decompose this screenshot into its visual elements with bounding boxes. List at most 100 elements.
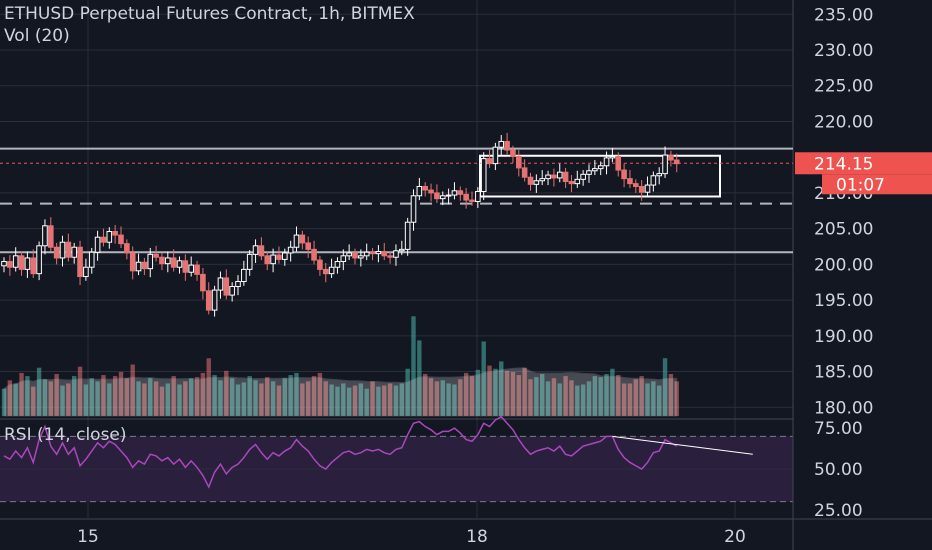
- volume-bar: [118, 371, 124, 416]
- volume-bar: [142, 383, 147, 416]
- candle-body: [282, 252, 288, 260]
- candle-body: [88, 251, 95, 268]
- candle-body: [24, 257, 31, 270]
- volume-bar: [358, 383, 364, 416]
- volume-bar: [218, 380, 223, 416]
- volume-bar: [446, 383, 451, 416]
- volume-bar: [36, 367, 42, 416]
- candle-body: [36, 245, 42, 275]
- candle-body: [592, 168, 598, 172]
- candle-body: [521, 167, 528, 178]
- candle-body: [656, 173, 663, 177]
- countdown-badge: [822, 174, 932, 195]
- candle-body: [346, 252, 352, 257]
- candle-body: [18, 255, 25, 270]
- volume-bar: [575, 385, 580, 416]
- candle-body: [106, 231, 113, 243]
- volume-bar: [428, 378, 434, 416]
- candle-body: [299, 234, 306, 244]
- candle-body: [633, 183, 639, 187]
- volume-bar: [668, 374, 674, 416]
- volume-bar: [563, 376, 568, 416]
- candle-body: [165, 257, 171, 265]
- volume-bar: [276, 385, 282, 416]
- candle-body: [305, 242, 311, 250]
- candle-body: [516, 155, 522, 169]
- last-price-badge: [795, 152, 932, 175]
- price-tick-label: 200.00: [814, 255, 873, 275]
- volume-bar: [651, 381, 656, 416]
- volume-bar: [124, 378, 130, 416]
- candle-body: [603, 157, 610, 167]
- volume-bar: [639, 376, 644, 416]
- candle-body: [311, 248, 317, 261]
- volume-bar: [674, 381, 679, 416]
- volume-bar: [212, 375, 217, 416]
- volume-bar: [411, 316, 416, 416]
- volume-bar: [194, 377, 200, 416]
- candle-body: [153, 253, 159, 258]
- volume-bar: [364, 388, 369, 416]
- volume-bar: [270, 381, 276, 416]
- candle-body: [586, 170, 592, 175]
- candle-body: [94, 236, 101, 253]
- candle-body: [381, 251, 388, 257]
- volume-bar: [557, 383, 562, 416]
- candle-body: [176, 260, 183, 268]
- price-tick-label: 205.00: [814, 220, 873, 240]
- volume-bar: [183, 381, 188, 416]
- candle-body: [205, 290, 212, 311]
- candle-body: [428, 189, 434, 194]
- rsi-tick-label: 25.00: [814, 501, 863, 521]
- candle-body: [545, 174, 551, 180]
- volume-bar: [148, 378, 153, 416]
- volume-bar: [54, 374, 59, 416]
- candle-body: [445, 194, 452, 197]
- volume-bar: [329, 384, 334, 416]
- candle-body: [141, 261, 148, 270]
- volume-bar: [499, 361, 504, 416]
- volume-bar: [13, 383, 18, 416]
- volume-bar: [516, 375, 521, 416]
- candle-body: [469, 199, 475, 202]
- candle-body: [644, 184, 651, 193]
- volume-bar: [42, 379, 48, 416]
- candle-body: [229, 286, 235, 296]
- candle-body: [182, 260, 189, 273]
- volume-bar: [177, 384, 182, 416]
- volume-label: Vol (20): [4, 26, 70, 46]
- candle-body: [83, 266, 89, 278]
- volume-bar: [288, 375, 293, 416]
- volume-bar: [153, 381, 159, 416]
- consolidation-box: [479, 154, 721, 198]
- candle-body: [615, 155, 622, 171]
- candle-body: [48, 225, 54, 248]
- candle-body: [638, 185, 645, 193]
- candle-body: [451, 190, 458, 196]
- rsi-divergence-line: [612, 435, 753, 455]
- candle-body: [597, 165, 604, 170]
- volume-bar: [1, 388, 7, 416]
- volume-bar: [370, 381, 375, 416]
- volume-bar: [551, 378, 557, 416]
- candle-body: [59, 241, 66, 259]
- candle-body: [77, 246, 83, 278]
- volume-bar: [130, 364, 135, 416]
- volume-bar: [657, 385, 662, 416]
- volume-bar: [259, 383, 264, 416]
- volume-bar: [229, 378, 235, 416]
- volume-bar: [586, 381, 592, 416]
- volume-bar: [282, 378, 287, 416]
- candle-body: [621, 169, 627, 180]
- candle-body: [270, 254, 276, 265]
- volume-bar: [48, 381, 53, 416]
- candle-body: [1, 261, 7, 267]
- price-tick-label: 225.00: [814, 77, 873, 97]
- volume-bar: [417, 340, 422, 416]
- volume-bar: [294, 372, 299, 416]
- countdown-value: 01:07: [836, 175, 885, 195]
- candle-body: [334, 261, 341, 268]
- candle-body: [439, 195, 446, 200]
- candle-body: [170, 257, 177, 268]
